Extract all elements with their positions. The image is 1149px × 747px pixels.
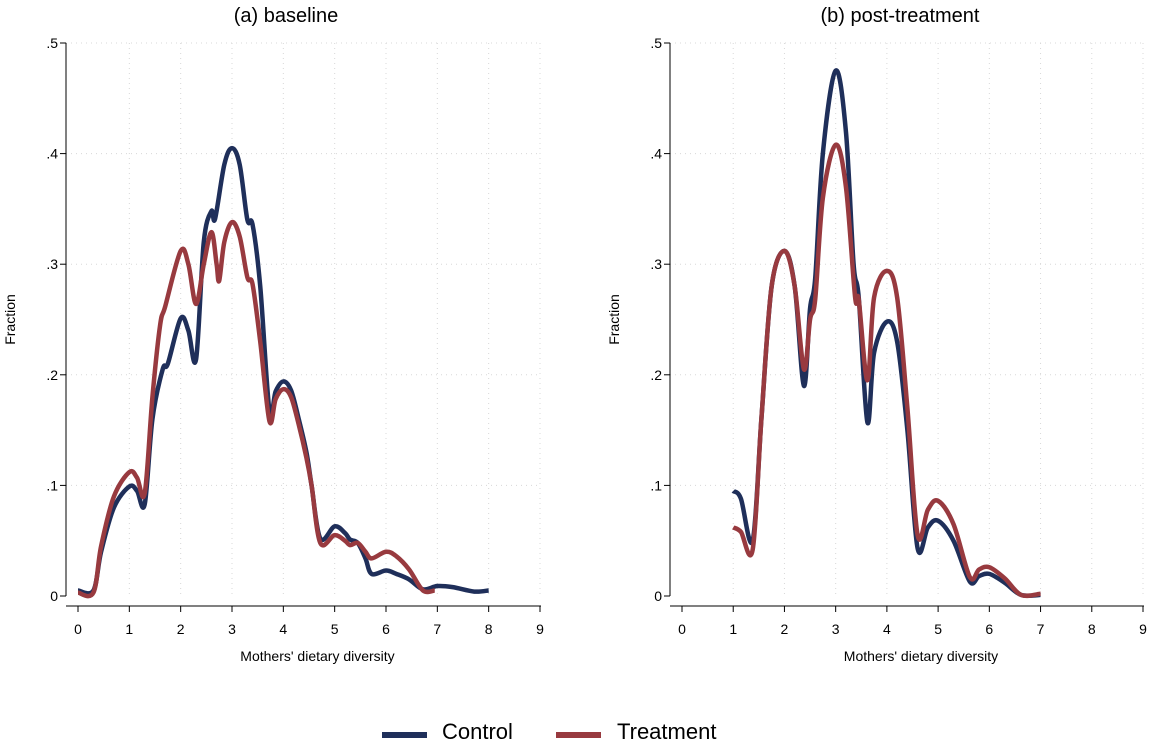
y-tick-label: .5 [650, 35, 662, 51]
x-tick-label: 6 [985, 621, 993, 637]
x-tick-label: 8 [1088, 621, 1096, 637]
y-tick-label: .1 [650, 477, 662, 493]
x-tick-label: 4 [279, 621, 287, 637]
x-tick-label: 1 [729, 621, 737, 637]
x-tick-label: 5 [934, 621, 942, 637]
series-line-treatment [732, 142, 1041, 599]
legend: Control Treatment [382, 719, 716, 744]
y-tick-label: .2 [650, 367, 662, 383]
y-tick-label: .3 [46, 256, 58, 272]
x-tick-label: 3 [832, 621, 840, 637]
x-tick-label: 7 [433, 621, 441, 637]
x-tick-label: 3 [228, 621, 236, 637]
y-axis-label: Fraction [2, 294, 18, 345]
y-tick-label: .2 [46, 367, 58, 383]
legend-label-control: Control [442, 719, 513, 744]
x-tick-label: 2 [781, 621, 789, 637]
y-tick-label: 0 [50, 588, 58, 604]
panel-title: (a) baseline [234, 5, 339, 27]
x-tick-label: 6 [382, 621, 390, 637]
x-tick-label: 7 [1037, 621, 1045, 637]
y-axis-label: Fraction [606, 294, 622, 345]
legend-label-treatment: Treatment [617, 719, 716, 744]
y-tick-label: .3 [650, 256, 662, 272]
x-tick-label: 4 [883, 621, 891, 637]
x-tick-label: 0 [678, 621, 686, 637]
x-axis-label: Mothers' dietary diversity [844, 648, 998, 664]
series-line-treatment [77, 219, 436, 599]
x-tick-label: 1 [125, 621, 133, 637]
y-tick-label: .4 [650, 146, 662, 162]
y-tick-label: .1 [46, 477, 58, 493]
x-tick-label: 9 [536, 621, 544, 637]
x-tick-label: 0 [74, 621, 82, 637]
y-tick-label: .4 [46, 146, 58, 162]
x-tick-label: 2 [177, 621, 185, 637]
x-axis-label: Mothers' dietary diversity [240, 648, 394, 664]
y-tick-label: 0 [654, 588, 662, 604]
x-tick-label: 8 [485, 621, 493, 637]
panel-post-treatment: (b) post-treatment 0 .1 .2 .3 .4 .5 0 1 2 3 4 5 6 7 8 9 M… [606, 5, 1147, 664]
x-tick-label: 9 [1139, 621, 1147, 637]
x-tick-label: 5 [331, 621, 339, 637]
y-tick-label: .5 [46, 35, 58, 51]
panel-title: (b) post-treatment [821, 5, 980, 27]
panel-baseline: (a) baseline 0 .1 .2 .3 .4 .5 0 1 2 3 4 5 6 7 8 9 Mothers… [2, 5, 544, 664]
series-line-control [77, 145, 489, 596]
